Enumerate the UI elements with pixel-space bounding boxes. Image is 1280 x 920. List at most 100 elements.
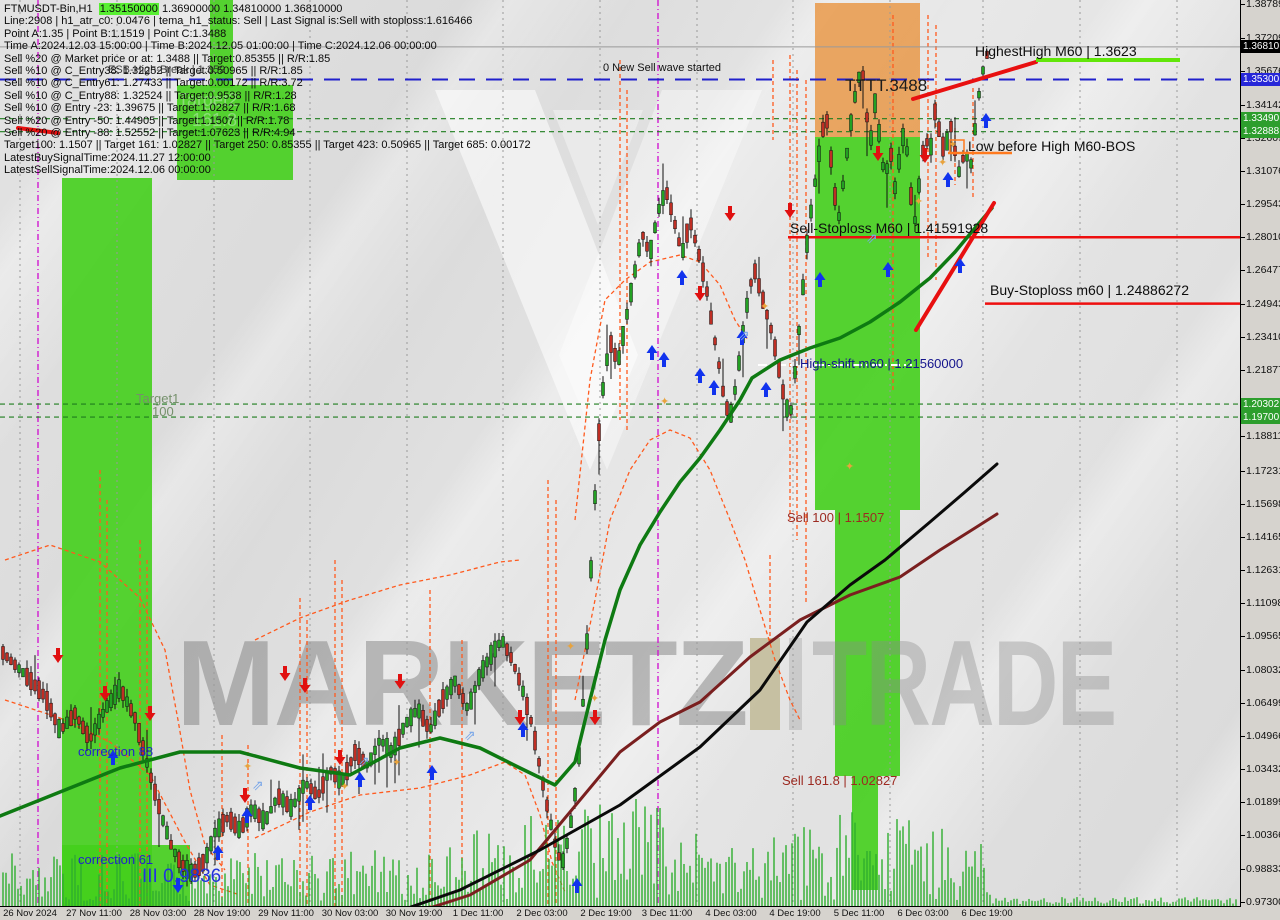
price-axis-label: 1.18811 [1246,430,1280,443]
price-axis-label: 0.97300 [1246,895,1280,908]
star-marker-icon: ✦ [845,461,854,473]
price-tick [1241,336,1245,338]
price-axis-label: 1.15698 [1246,497,1280,510]
atr-band-orange [254,559,521,641]
price-tick [1241,4,1245,5]
price-axis-label: 1.21877 [1246,363,1280,376]
buy-arrow-icon [814,272,826,287]
ne-arrow-icon: ⇗ [252,777,264,793]
price-tick [1241,669,1245,671]
sell-arrow-icon [589,710,601,725]
price-axis-label: 1.24943 [1246,297,1280,310]
price-tick [1241,303,1245,305]
star-marker-icon: ✦ [340,781,349,793]
price-axis-label: 1.00366 [1246,829,1280,842]
time-axis-label: 2 Dec 03:00 [516,908,568,919]
price-tick [1241,137,1245,139]
info-line: Sell %10 @ C_Entry38: 1.32252 || Target:… [4,65,303,78]
buy-arrow-icon [107,750,119,765]
chart-layer[interactable]: ⇗⇗⇗⇗⇗✦✦✦✦✦✦✦✦✦✦✦ [0,0,1240,906]
candles[interactable] [1,50,989,887]
price-badge: 1.32888 [1241,125,1280,139]
info-line: LatestBuySignalTime:2024.11.27 12:00:00 [4,151,211,164]
price-axis-label: 1.09565 [1246,630,1280,643]
ne-arrow-icon: ⇗ [358,753,370,769]
time-axis-label: 6 Dec 19:00 [961,908,1013,919]
quote-line: FTMUSDT-Bin,H1 1.35150000 1.36900000 1.3… [4,3,531,15]
info-panel: FTMUSDT-Bin,H1 1.35150000 1.36900000 1.3… [4,3,531,177]
time-axis-label: 5 Dec 11:00 [833,908,885,919]
info-line: Sell %20 @ Entry -50: 1.44905 || Target:… [4,114,290,127]
star-marker-icon: ✦ [938,157,947,169]
time-axis-label: 27 Nov 11:00 [66,908,122,919]
star-marker-icon: ✦ [948,139,957,151]
buy-arrow-icon [980,113,992,128]
price-axis-label: 1.28010 [1246,231,1280,244]
sell-arrow-icon [144,706,156,721]
time-axis-label: 2 Dec 19:00 [580,908,632,919]
time-axis-label: 28 Nov 03:00 [129,908,187,919]
time-axis-label: 30 Nov 03:00 [321,908,379,919]
buy-arrow-icon [708,380,720,395]
sell-arrow-icon [279,666,291,681]
zigzag-red-segment [16,126,60,135]
buy-arrow-icon [571,878,583,893]
price-tick [1241,436,1245,438]
buy-arrow-icon [736,330,748,345]
supply-demand-zone-green [177,85,293,180]
ma-brown [431,512,999,906]
time-axis-label: 6 Dec 03:00 [897,908,949,919]
price-tick [1241,470,1245,472]
quote-high: 1.36900000 [161,3,221,15]
sell-arrow-icon [872,146,884,161]
info-line: Sell %10 @ Entry -23: 1.39675 || Target:… [4,102,296,115]
ne-arrow-icon: ⇗ [464,727,476,743]
price-axis-label: 1.08032 [1246,663,1280,676]
price-tick [1241,835,1245,837]
zigzag-red-segment [914,201,996,332]
atr-band-orange [4,544,226,871]
buy-arrow-icon [304,795,316,810]
sell-arrow-icon [334,750,346,765]
sell-arrow-icon [694,286,706,301]
buy-arrow-icon [354,772,366,787]
time-axis[interactable]: 26 Nov 2024 27 Nov 11:00 28 Nov 03:00 28 No… [0,907,1280,920]
price-badge: 1.35300 [1241,73,1280,86]
buy-arrow-icon [882,262,894,277]
quote-close: 1.36810000 [284,3,343,15]
price-axis-label: 1.11098 [1246,597,1280,610]
price-badge: 1.20302 [1241,397,1280,411]
price-tick [1241,237,1245,239]
price-axis-label: 1.29543 [1246,198,1280,211]
star-marker-icon: ✦ [760,301,769,313]
price-axis-label: 1.23410 [1246,330,1280,343]
price-axis-label: 1.38789 [1246,0,1280,10]
sell-arrow-icon [172,878,184,893]
buy-arrow-icon [517,722,529,737]
price-tick [1241,270,1245,272]
buy-arrow-icon [942,172,954,187]
buy-arrow-icon [212,845,224,860]
price-axis-label: 1.03432 [1246,763,1280,776]
star-marker-icon: ✦ [243,761,252,773]
sell-arrow-icon [99,686,111,701]
price-badge: 1.19700 [1241,410,1280,424]
price-tick [1241,603,1245,605]
price-tick [1241,38,1245,40]
price-tick [1241,868,1245,870]
price-axis-label: 0.98833 [1246,862,1280,875]
price-axis[interactable]: 1.387891.372091.356761.341421.326091.310… [1241,0,1280,908]
price-tick [1241,369,1245,371]
sell-arrow-icon [52,648,64,663]
time-axis-label: 1 Dec 11:00 [452,908,504,919]
supply-demand-zone-green [835,510,900,776]
info-line: Line:2908 | h1_atr_c0: 0.0476 | tema_h1_… [4,15,473,28]
price-tick [1241,769,1245,771]
price-axis-label: 1.31076 [1246,164,1280,177]
info-line: Sell %10 @ C_Entry61: 1.27433 || Target:… [4,77,303,90]
time-axis-label: 29 Nov 11:00 [258,908,314,919]
sell-arrow-icon [919,148,931,163]
